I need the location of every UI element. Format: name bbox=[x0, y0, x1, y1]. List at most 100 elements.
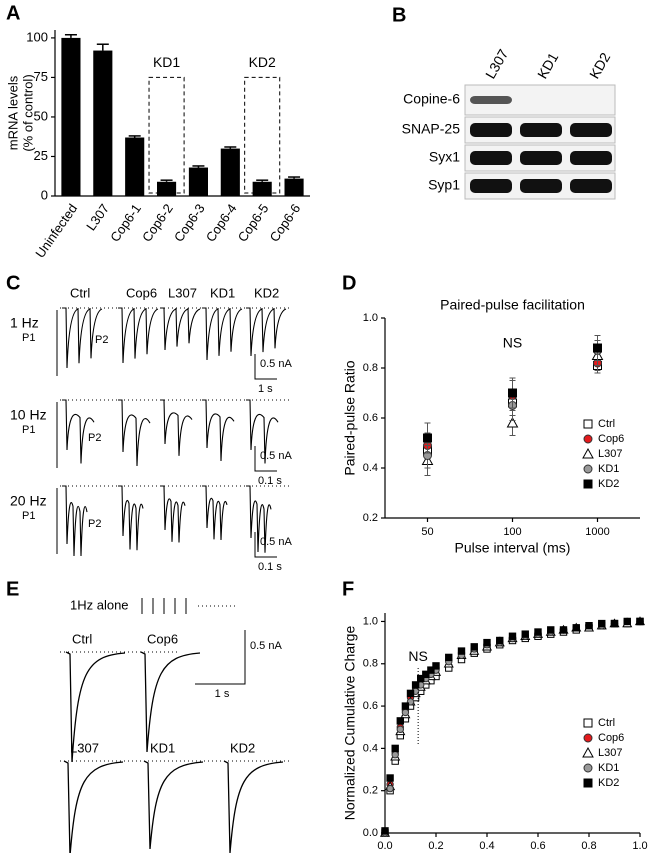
bar bbox=[125, 137, 145, 196]
x-tick-label: 0.2 bbox=[428, 840, 443, 852]
blot-band bbox=[520, 123, 562, 137]
legend-marker bbox=[583, 464, 593, 474]
y-axis-label: mRNA levels bbox=[5, 75, 20, 150]
x-axis-label: Pulse interval (ms) bbox=[455, 540, 571, 556]
trace bbox=[118, 307, 159, 364]
bar bbox=[220, 148, 240, 196]
y-tick-label: 100 bbox=[26, 29, 48, 44]
scale-amp: 0.5 nA bbox=[260, 358, 292, 370]
marker bbox=[534, 628, 542, 636]
p1-label: P1 bbox=[22, 424, 35, 436]
scale-amp: 0.5 nA bbox=[260, 536, 292, 548]
y-tick-label: 0.2 bbox=[363, 785, 378, 797]
marker bbox=[496, 636, 504, 645]
marker bbox=[623, 617, 631, 626]
trace bbox=[62, 399, 95, 464]
condition-label: Cop6 bbox=[147, 631, 178, 646]
bar bbox=[188, 167, 208, 196]
panel-letter: C bbox=[6, 272, 20, 294]
y-tick-label: 25 bbox=[34, 148, 48, 163]
y-tick-label: 0.8 bbox=[363, 362, 378, 374]
condition-label: KD2 bbox=[254, 285, 279, 300]
chart-title: Paired-pulse facilitation bbox=[440, 297, 585, 313]
legend-label: L307 bbox=[598, 747, 622, 759]
panel-letter: B bbox=[392, 4, 406, 26]
rate-label: 1 Hz bbox=[10, 315, 39, 331]
marker bbox=[508, 388, 517, 398]
scale-amp: 0.5 nA bbox=[260, 450, 292, 462]
x-tick-label: 100 bbox=[503, 526, 521, 538]
bar bbox=[61, 37, 81, 197]
marker bbox=[457, 647, 466, 655]
annotation: KD2 bbox=[249, 54, 276, 70]
trace bbox=[118, 485, 144, 551]
y-tick-label: 0.2 bbox=[363, 512, 378, 524]
x-tick-label: 0.6 bbox=[530, 840, 545, 852]
kd-box bbox=[148, 76, 185, 194]
legend-label: Cop6 bbox=[598, 433, 624, 445]
condition-label: L307 bbox=[168, 285, 197, 300]
rate-label: 20 Hz bbox=[10, 493, 47, 509]
marker bbox=[411, 681, 420, 689]
trace bbox=[160, 307, 201, 351]
trace bbox=[246, 307, 287, 357]
marker bbox=[610, 619, 619, 628]
legend-marker bbox=[582, 746, 594, 758]
legend-label: KD1 bbox=[598, 762, 619, 774]
bar bbox=[284, 178, 304, 196]
marker bbox=[572, 624, 580, 632]
marker bbox=[598, 619, 606, 628]
legend-marker bbox=[582, 447, 594, 459]
x-tick-label: 0.0 bbox=[377, 840, 392, 852]
legend-label: Ctrl bbox=[598, 418, 615, 430]
legend-marker bbox=[583, 718, 593, 728]
trace bbox=[202, 307, 243, 361]
panel-letter: A bbox=[6, 2, 20, 24]
blot-label: SNAP-25 bbox=[402, 121, 461, 137]
blot-band bbox=[470, 179, 512, 193]
y-axis-label: Paired-pulse Ratio bbox=[342, 360, 358, 475]
y-tick-label: 0.4 bbox=[363, 742, 378, 754]
x-tick-label: Cop6-5 bbox=[235, 201, 272, 245]
rate-label: 10 Hz bbox=[10, 407, 47, 423]
y-tick-label: 0.6 bbox=[363, 412, 378, 424]
y-tick-label: 0 bbox=[41, 187, 48, 202]
blot-band bbox=[570, 151, 612, 165]
p2-label: P2 bbox=[88, 518, 101, 530]
marker bbox=[559, 626, 568, 634]
legend-marker bbox=[583, 763, 593, 773]
marker bbox=[386, 784, 394, 793]
trace bbox=[62, 307, 103, 369]
condition-label: KD1 bbox=[150, 740, 175, 755]
legend-label: KD2 bbox=[598, 777, 619, 789]
legend-label: L307 bbox=[598, 448, 622, 460]
marker bbox=[432, 662, 440, 670]
x-tick-label: Cop6-4 bbox=[203, 201, 240, 245]
trace bbox=[160, 485, 186, 543]
y-tick-label: 0.0 bbox=[363, 827, 378, 839]
marker bbox=[417, 674, 425, 683]
scale-amp: 0.5 nA bbox=[250, 640, 282, 652]
blot-label: Syp1 bbox=[428, 177, 460, 193]
y-tick-label: 1.0 bbox=[363, 312, 378, 324]
annotation: NS bbox=[503, 335, 522, 351]
p2-label: P2 bbox=[88, 432, 101, 444]
marker bbox=[401, 708, 410, 717]
lane-label: L307 bbox=[482, 46, 512, 81]
annotation: KD1 bbox=[153, 54, 180, 70]
marker bbox=[508, 632, 517, 640]
marker bbox=[427, 666, 435, 674]
y-tick-label: 0.8 bbox=[363, 658, 378, 670]
trace bbox=[143, 760, 204, 850]
marker bbox=[585, 621, 593, 630]
legend-label: Ctrl bbox=[598, 717, 615, 729]
trace bbox=[63, 760, 124, 853]
marker bbox=[593, 343, 602, 353]
x-tick-label: 1.0 bbox=[632, 840, 647, 852]
y-tick-label: 50 bbox=[34, 108, 48, 123]
kd-box bbox=[244, 76, 281, 194]
y-tick-label: 0.4 bbox=[363, 462, 378, 474]
x-tick-label: 50 bbox=[421, 526, 433, 538]
trace bbox=[118, 399, 151, 467]
